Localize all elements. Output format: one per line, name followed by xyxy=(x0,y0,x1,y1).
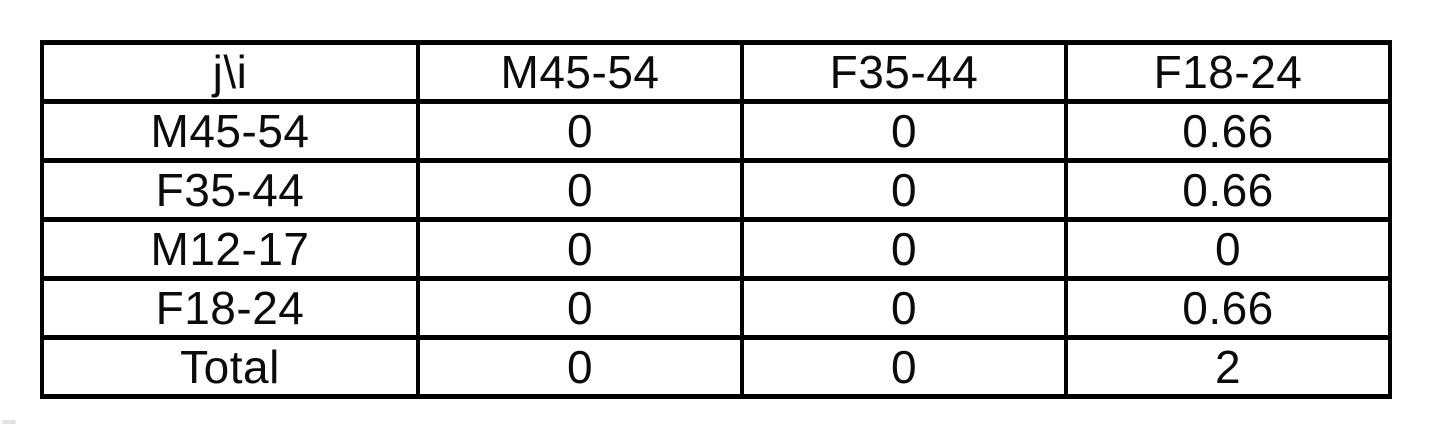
header-cell-col1: M45-54 xyxy=(416,40,744,104)
table-cell: 0 xyxy=(740,99,1068,163)
row-label: M12-17 xyxy=(40,217,420,281)
table-cell: 0.66 xyxy=(1064,99,1392,163)
header-cell-col3: F18-24 xyxy=(1064,40,1392,104)
header-cell-corner: j\i xyxy=(40,40,420,104)
crosstab-table: j\i M45-54 F35-44 F18-24 M45-54 0 0 0.66… xyxy=(40,40,1392,399)
table-row-total: Total 0 0 2 xyxy=(40,335,1392,399)
table-cell: 0 xyxy=(740,158,1068,222)
table-row: M45-54 0 0 0.66 xyxy=(40,99,1392,163)
table-header-row: j\i M45-54 F35-44 F18-24 xyxy=(40,40,1392,104)
table-cell: 0.66 xyxy=(1064,158,1392,222)
table-cell: 0.66 xyxy=(1064,276,1392,340)
table-cell: 0 xyxy=(1064,217,1392,281)
table-cell: 0 xyxy=(416,335,744,399)
row-label: M45-54 xyxy=(40,99,420,163)
table-cell: 0 xyxy=(416,99,744,163)
header-cell-col2: F35-44 xyxy=(740,40,1068,104)
table-cell: 2 xyxy=(1064,335,1392,399)
table-cell: 0 xyxy=(740,217,1068,281)
table-cell: 0 xyxy=(416,276,744,340)
table-cell: 0 xyxy=(416,217,744,281)
table-row: F35-44 0 0 0.66 xyxy=(40,158,1392,222)
table-cell: 0 xyxy=(740,276,1068,340)
table-cell: 0 xyxy=(740,335,1068,399)
table-cell: 0 xyxy=(416,158,744,222)
table-row: F18-24 0 0 0.66 xyxy=(40,276,1392,340)
scan-artifact xyxy=(2,420,16,424)
row-label: F35-44 xyxy=(40,158,420,222)
row-label: F18-24 xyxy=(40,276,420,340)
row-label: Total xyxy=(40,335,420,399)
table-row: M12-17 0 0 0 xyxy=(40,217,1392,281)
